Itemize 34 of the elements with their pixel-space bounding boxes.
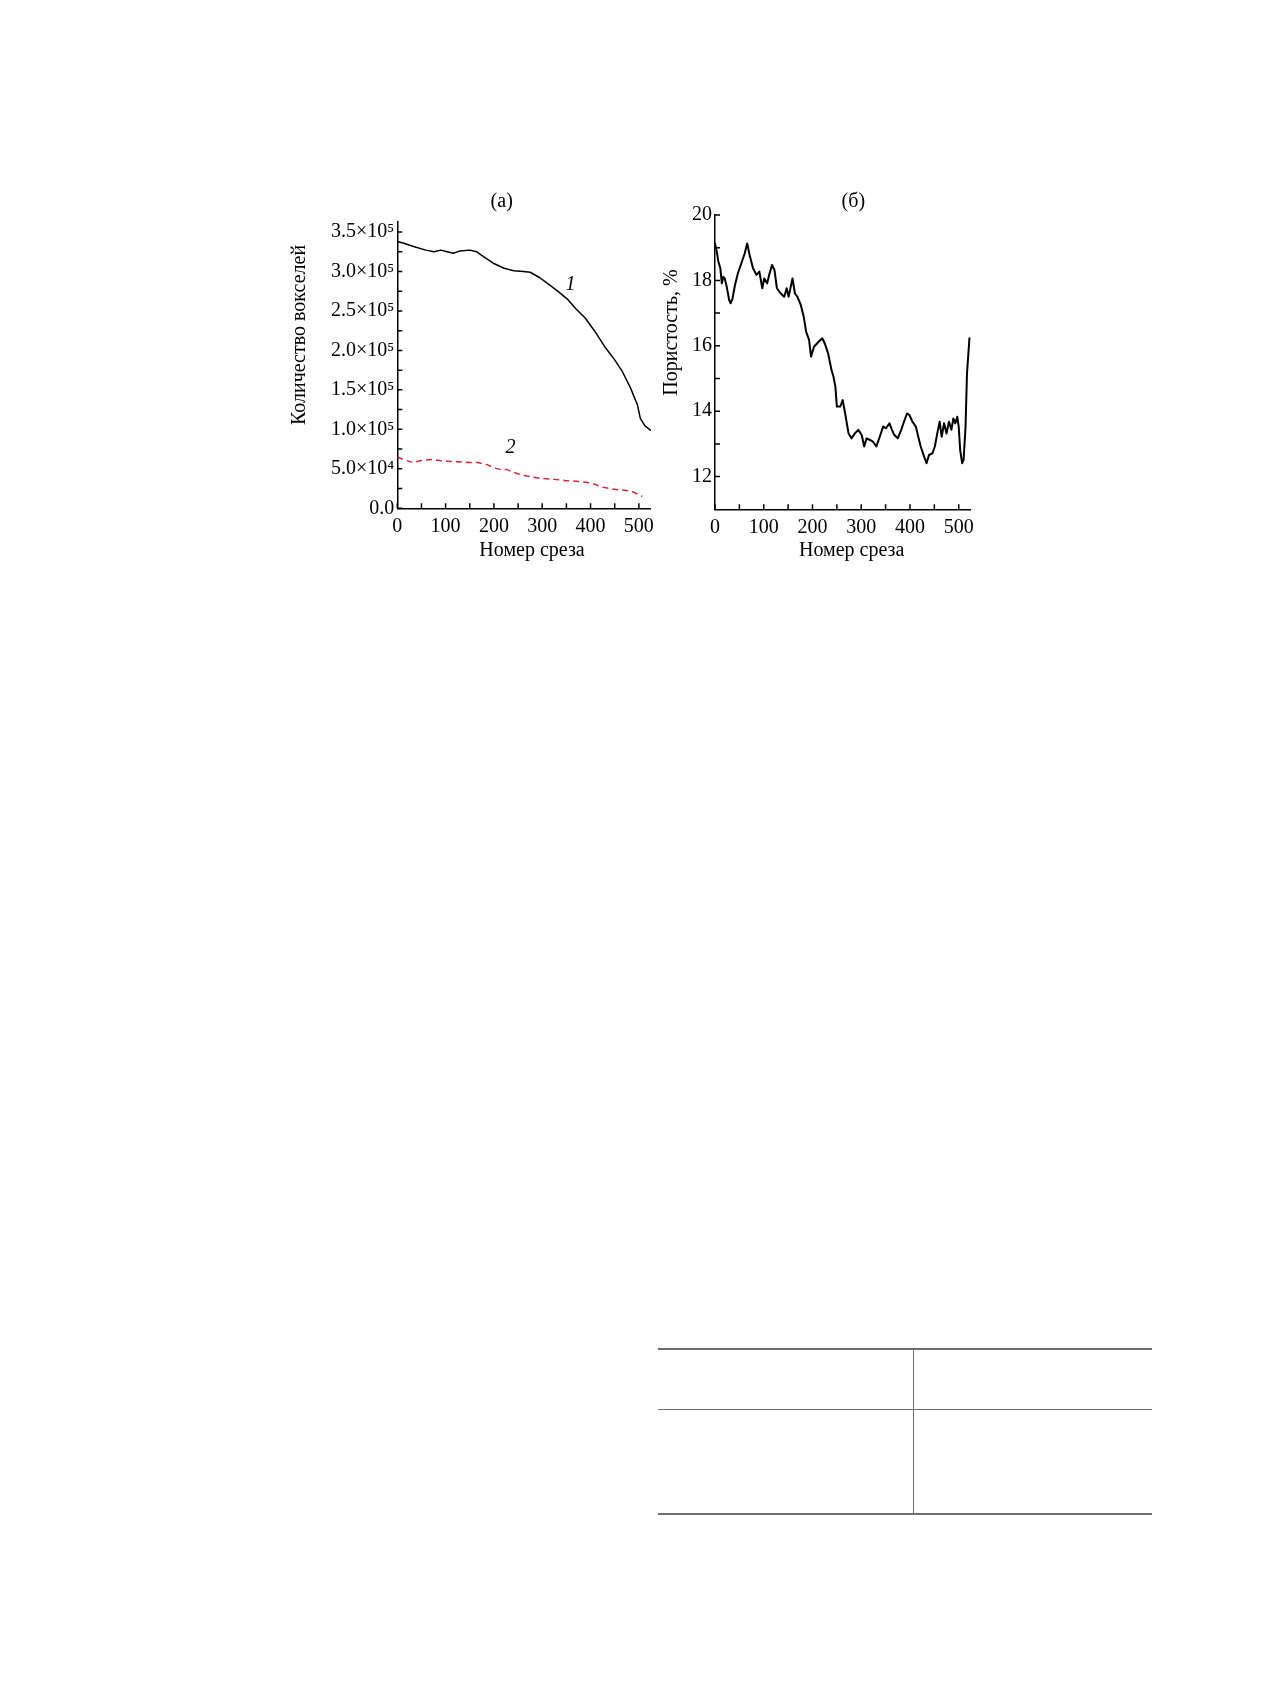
x-axis-title: Номер среза [479,538,585,562]
y-tick-label: 2.5×10⁵ [331,298,395,321]
y-axis-title: Количество вокселей [287,244,310,426]
x-tick-label: 0 [710,514,720,537]
x-tick-label: 300 [846,514,877,537]
y-tick-label: 5.0×10⁴ [331,456,395,479]
y-tick-label: 0.0 [369,495,395,518]
x-tick-label: 200 [797,514,828,537]
x-tick-label: 0 [392,513,403,536]
x-axis-title: Номер среза [799,538,905,562]
y-axis-title: Пористость, % [659,269,683,396]
x-tick-label: 500 [943,514,974,537]
chart-title: (б) [841,188,866,212]
y-tick-label: 1.0×10⁵ [331,416,395,439]
x-tick-label: 400 [894,514,925,537]
x-tick-label: 100 [748,514,779,537]
y-tick-label: 16 [692,333,712,356]
y-tick-label: 2.0×10⁵ [331,337,395,360]
x-tick-label: 100 [430,513,461,536]
y-tick-label: 12 [692,463,712,486]
x-tick-label: 500 [623,513,654,536]
y-tick-label: 18 [692,267,712,290]
series-label: 2 [505,435,516,458]
y-tick-label: 14 [692,398,712,421]
y-tick-label: 1.5×10⁵ [331,377,395,400]
x-tick-label: 200 [478,513,509,536]
x-tick-label: 400 [575,513,606,536]
series-label: 1 [565,271,576,294]
chart-title: (а) [490,188,513,212]
y-tick-label: 20 [692,202,712,225]
x-tick-label: 300 [527,513,558,536]
y-tick-label: 3.0×10⁵ [331,258,395,281]
y-tick-label: 3.5×10⁵ [331,219,395,242]
line-series [397,456,643,498]
